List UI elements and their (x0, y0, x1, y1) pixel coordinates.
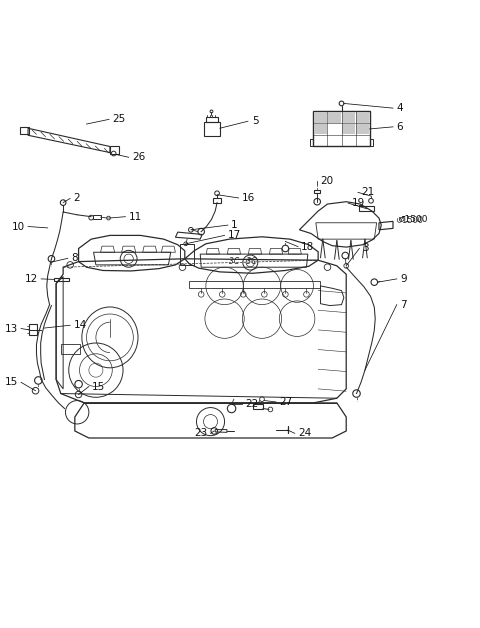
Text: 3: 3 (362, 244, 369, 254)
Text: 24: 24 (298, 428, 311, 438)
Text: 6: 6 (397, 122, 403, 132)
Bar (314, 190, 320, 193)
Text: 26: 26 (132, 152, 145, 162)
Text: 11: 11 (129, 212, 142, 222)
Bar (252, 404, 263, 409)
Bar (93, 215, 101, 219)
Text: 21: 21 (361, 187, 374, 197)
Bar (314, 112, 327, 122)
Text: 27: 27 (279, 397, 292, 407)
Bar (356, 112, 369, 122)
Text: 25: 25 (113, 114, 126, 124)
Text: 23: 23 (194, 428, 207, 438)
Text: 4: 4 (397, 103, 403, 113)
Text: 8: 8 (71, 253, 78, 263)
Text: 18: 18 (301, 242, 314, 252)
Text: ↺1500: ↺1500 (396, 216, 423, 225)
Text: 14: 14 (73, 320, 87, 330)
Bar (328, 112, 341, 122)
Text: 7: 7 (400, 300, 407, 310)
Text: 2: 2 (73, 193, 80, 203)
Text: 10: 10 (12, 222, 25, 232)
Text: 3C   3C: 3C 3C (229, 257, 257, 266)
Text: 19: 19 (351, 198, 365, 208)
Text: 9: 9 (400, 274, 407, 284)
Text: ↺1500: ↺1500 (397, 215, 427, 224)
Text: 20: 20 (321, 176, 334, 186)
Text: 16: 16 (242, 193, 255, 203)
Bar (356, 124, 369, 134)
Bar (213, 198, 221, 203)
Bar (342, 124, 355, 134)
Bar (342, 112, 355, 122)
Text: 12: 12 (24, 274, 38, 284)
Text: 15: 15 (92, 382, 106, 391)
Bar (314, 124, 327, 134)
Text: 13: 13 (4, 323, 18, 333)
Text: 22: 22 (245, 399, 258, 409)
Text: 1: 1 (231, 220, 238, 230)
Text: 15: 15 (4, 377, 18, 387)
Text: 5: 5 (252, 116, 258, 126)
Text: 17: 17 (228, 230, 241, 241)
